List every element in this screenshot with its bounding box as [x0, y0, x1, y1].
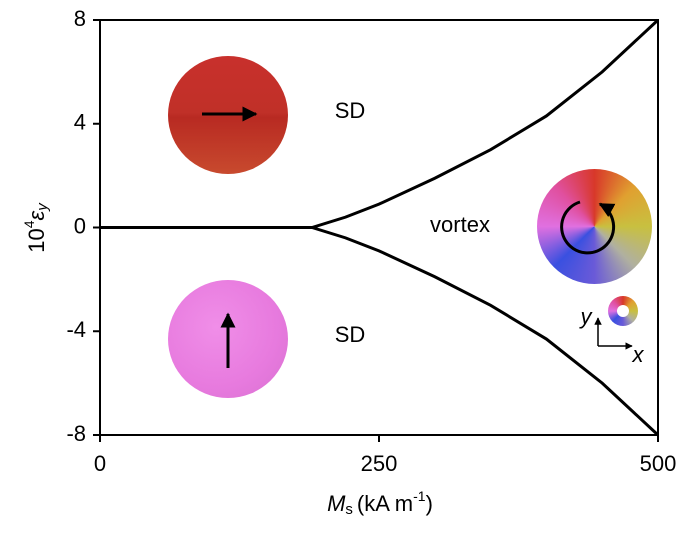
y-axis-label-part: 4: [21, 220, 37, 228]
y-axis-label-part: ε: [24, 210, 49, 220]
y-tick-label: -8: [66, 421, 86, 446]
x-tick-label: 0: [94, 451, 106, 476]
annotation: x: [632, 342, 645, 367]
x-axis-label-part: -1: [413, 488, 426, 504]
annotation: vortex: [430, 212, 490, 237]
chart: 0250500-8-4048Ms(kA m-1)104εySDvortexSDy…: [0, 0, 684, 537]
y-axis-label-part: 10: [24, 228, 49, 252]
y-tick-label: 4: [74, 110, 86, 135]
annotation: SD: [335, 322, 366, 347]
vortex-arrow: [562, 202, 614, 253]
y-tick-label: 8: [74, 6, 86, 31]
phase-boundary: [100, 228, 658, 436]
x-axis-label: Ms(kA m-1): [327, 488, 433, 518]
page: {"chart_data": {"type": "line", "x": [0,…: [0, 0, 684, 537]
x-axis-label-part: s: [345, 501, 353, 518]
annotation: y: [579, 304, 594, 329]
x-axis-label-part: (kA m: [357, 491, 413, 516]
annotation: SD: [335, 98, 366, 123]
phase-boundary: [100, 20, 658, 228]
x-axis-label-part: ): [426, 491, 433, 516]
y-tick-label: -4: [66, 317, 86, 342]
y-axis-label: 104εy: [21, 202, 51, 253]
x-tick-label: 500: [640, 451, 677, 476]
x-tick-label: 250: [361, 451, 398, 476]
x-axis-label-part: M: [327, 491, 346, 516]
y-axis-label-part: y: [34, 202, 51, 212]
y-tick-label: 0: [74, 213, 86, 238]
